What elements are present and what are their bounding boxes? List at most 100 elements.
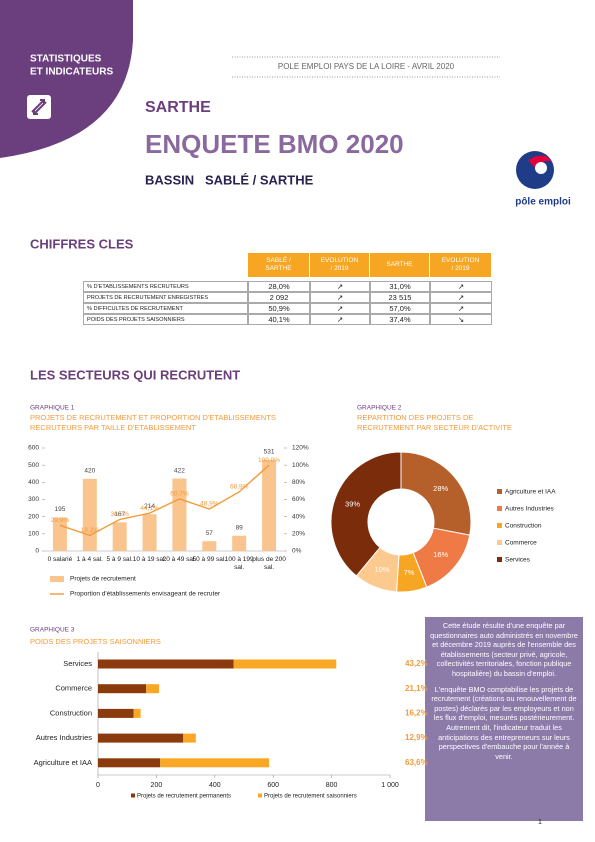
legend-label: Proportion d'établissements envisageant …: [70, 591, 221, 598]
line-value-label: 60,7%: [170, 491, 189, 498]
bar: [232, 535, 247, 551]
chart-title: POIDS DES PROJETS SAISONNIERS: [30, 637, 161, 646]
bar: [262, 459, 277, 551]
info-text: Cette étude résulte d'une enquête par qu…: [429, 621, 579, 767]
banner-icon-arrows: [31, 99, 47, 115]
table-row-label: % DIFFICULTES DE RECRUTEMENT: [83, 303, 248, 314]
x-tick-label: 0: [96, 782, 100, 789]
title: ENQUETE BMO 2020: [145, 129, 404, 159]
table-header-cell: SABLÉ / SARTHE: [248, 253, 310, 277]
legend-label: Autres Industries: [505, 506, 555, 513]
legend-label: Projets de recrutement saisonniers: [264, 794, 357, 800]
share-label: 63,6%: [405, 758, 428, 767]
bar-segment: [133, 708, 141, 718]
bar-value-label: 214: [144, 503, 155, 510]
table-header-cell: SARTHE: [370, 253, 430, 277]
bar-value-label: 57: [206, 530, 214, 537]
badge-text: ET INDICATEURS: [30, 67, 113, 78]
chart-title: PROJETS DE RECRUTEMENT ET PROPORTION D'E…: [30, 413, 276, 432]
badge-text: STATISTIQUES: [30, 54, 102, 65]
y-tick-label: 600: [28, 445, 39, 452]
section-title: CHIFFRES CLES: [30, 236, 134, 251]
y-tick-label: 0: [35, 548, 39, 555]
share-label: 21,1%: [405, 684, 428, 693]
x-tick-label: 5 à 9 sal.: [106, 556, 133, 563]
x-tick-label: plus de 200 sal.: [252, 556, 286, 571]
share-label: 43,2%: [405, 659, 428, 668]
table-cell: 57,0%: [370, 303, 430, 314]
table-cell: 28,0%: [248, 281, 310, 292]
legend-swatch: [497, 523, 502, 528]
y-tick-label: 300: [28, 496, 39, 503]
line-value-label: 36,7%: [110, 511, 129, 518]
table-cell: 23 515: [370, 292, 430, 303]
line-value-label: 18,2%: [81, 527, 100, 534]
table-cell: 2 092: [248, 292, 310, 303]
section-title: LES SECTEURS QUI RECRUTENT: [30, 367, 240, 382]
logo-swirl: [528, 155, 552, 168]
line-value-label: 48,9%: [200, 501, 219, 508]
table-cell: ↗: [310, 281, 370, 292]
x-tick-label: 10 à 19 sal.: [132, 556, 167, 563]
info-paragraph: L'enquête BMO comptabilise les projets d…: [431, 684, 577, 761]
legend-swatch: [50, 576, 64, 582]
department: SARTHE: [145, 99, 211, 116]
source: POLE EMPLOI PAYS DE LA LOIRE - AVRIL 202…: [278, 62, 455, 71]
table-row-label: PROJETS DE RECRUTEMENT ENREGISTRES: [83, 292, 248, 303]
legend-swatch: [258, 793, 262, 798]
bar-segment: [98, 758, 161, 768]
y2-tick-label: 20%: [292, 531, 305, 538]
line-value-label: 68,9%: [230, 484, 249, 491]
donut-slice: [400, 451, 472, 536]
chart-label: GRAPHIQUE 3: [30, 627, 75, 634]
bar-segment: [98, 733, 184, 743]
legend-swatch: [497, 506, 502, 511]
x-tick-label: 400: [209, 782, 221, 789]
bar-segment: [98, 708, 134, 718]
y-tick-label: 100: [28, 531, 39, 538]
bar-value-label: 167: [114, 511, 125, 518]
table-cell: ↗: [430, 281, 492, 292]
table-cell: ↗: [310, 303, 370, 314]
bar-value-label: 89: [236, 524, 244, 531]
line-value-label: 29,9%: [51, 517, 70, 524]
y-tick-label: Services: [63, 659, 92, 668]
table-cell: 40,1%: [248, 314, 310, 325]
corner-banner: [0, 0, 133, 158]
x-tick-label: 1 à 4 sal.: [76, 556, 103, 563]
y2-tick-label: 60%: [292, 496, 305, 503]
slice-label: 10%: [375, 565, 390, 574]
table-row-label: % D'ETABLISSEMENTS RECRUTEURS: [83, 281, 248, 292]
table-cell: ↗: [310, 292, 370, 303]
chart-label: GRAPHIQUE 2: [357, 405, 402, 412]
table-header-cell: EVOLUTION / 2019: [310, 253, 370, 277]
line-value-label: 100,0%: [258, 457, 280, 464]
x-tick-label: 600: [267, 782, 279, 789]
bar-segment: [233, 659, 337, 669]
info-box: [425, 617, 583, 821]
bar: [112, 522, 127, 551]
legend-label: Agriculture et IAA: [505, 489, 556, 496]
table-cell: 50,9%: [248, 303, 310, 314]
bar-value-label: 195: [55, 506, 66, 513]
y2-tick-label: 40%: [292, 513, 305, 520]
logo-dot: [535, 162, 547, 174]
donut-slice: [330, 451, 402, 577]
table-cell: 37,4%: [370, 314, 430, 325]
y-tick-label: Commerce: [55, 684, 92, 693]
bar-segment: [98, 684, 147, 694]
info-paragraph: Cette étude résulte d'une enquête par qu…: [430, 621, 578, 678]
slice-label: 39%: [345, 500, 360, 509]
legend-label: Projets de recrutement: [70, 576, 136, 583]
slice-label: 7%: [404, 568, 415, 577]
x-tick-label: 1 000: [381, 782, 399, 789]
line: [59, 464, 270, 537]
x-tick-label: 800: [326, 782, 338, 789]
y-tick-label: Construction: [50, 708, 92, 717]
legend-swatch: [497, 540, 502, 545]
bar: [82, 478, 97, 551]
y2-tick-label: 120%: [292, 445, 309, 452]
x-tick-label: 50 à 99 sal.: [192, 556, 227, 563]
slice-label: 28%: [433, 484, 448, 493]
